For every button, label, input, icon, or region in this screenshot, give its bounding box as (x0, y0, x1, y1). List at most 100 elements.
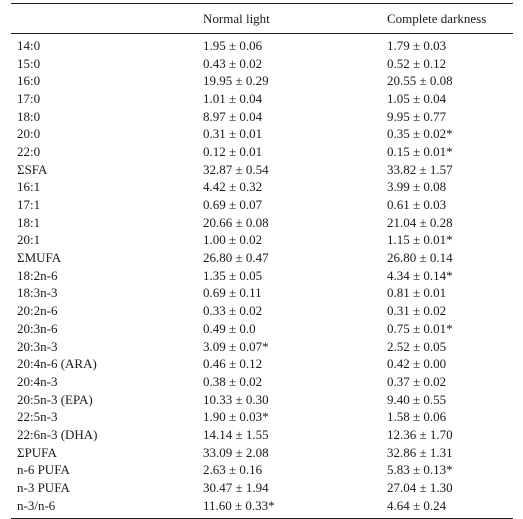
row-label: 20:4n-6 (ARA) (17, 356, 97, 372)
normal-light-value: 0.43 ± 0.02 (203, 55, 263, 71)
table-row: 20:2n-6 0.33 ± 0.02 0.31 ± 0.02 (11, 302, 513, 320)
table-row: 20:4n-6 (ARA) 0.46 ± 0.12 0.42 ± 0.00 (11, 355, 513, 373)
header-row: Normal light Complete darkness (11, 3, 513, 34)
complete-darkness-value: 1.15 ± 0.01* (387, 232, 453, 248)
row-label: 22:5n-3 (17, 409, 58, 425)
row-label: 20:1 (17, 232, 41, 248)
complete-darkness-value: 4.64 ± 0.24 (387, 496, 513, 519)
table-row: 20:1 1.00 ± 0.02 1.15 ± 0.01* (11, 232, 513, 250)
normal-light-value: 0.69 ± 0.11 (203, 285, 262, 301)
complete-darkness-value: 0.35 ± 0.02* (387, 126, 453, 142)
complete-darkness-value: 1.05 ± 0.04 (387, 90, 447, 106)
row-label: 17:0 (17, 90, 41, 106)
table-row: 20:3n-6 0.49 ± 0.0 0.75 ± 0.01* (11, 320, 513, 338)
normal-light-value: 0.33 ± 0.02 (203, 303, 263, 319)
table-row: 15:0 0.43 ± 0.02 0.52 ± 0.12 (11, 55, 513, 73)
row-label: 20:4n-3 (17, 373, 58, 389)
complete-darkness-value: 5.83 ± 0.13* (387, 462, 453, 478)
normal-light-value: 20.66 ± 0.08 (203, 214, 269, 230)
normal-light-value: 4.42 ± 0.32 (203, 179, 263, 195)
row-label: 18:1 (17, 214, 41, 230)
row-label: 18:3n-3 (17, 285, 58, 301)
normal-light-value: 0.38 ± 0.02 (203, 373, 263, 389)
complete-darkness-value: 9.95 ± 0.77 (387, 108, 447, 124)
table-row: 16:0 19.95 ± 0.29 20.55 ± 0.08 (11, 72, 513, 90)
table-row: 17:1 0.69 ± 0.07 0.61 ± 0.03 (11, 196, 513, 214)
row-label: 14:0 (17, 37, 41, 53)
table-row: 17:0 1.01 ± 0.04 1.05 ± 0.04 (11, 90, 513, 108)
table-row: 18:2n-6 1.35 ± 0.05 4.34 ± 0.14* (11, 267, 513, 285)
normal-light-value: 1.90 ± 0.03* (203, 409, 269, 425)
row-label: 16:1 (17, 179, 41, 195)
row-label: 17:1 (17, 197, 41, 213)
normal-light-value: 0.46 ± 0.12 (203, 356, 263, 372)
table-body: 14:0 1.95 ± 0.06 1.79 ± 0.03 15:0 0.43 ± 0.0… (11, 34, 513, 519)
table-row: ΣMUFA 26.80 ± 0.47 26.80 ± 0.14 (11, 249, 513, 267)
normal-light-value: 26.80 ± 0.47 (203, 250, 269, 266)
normal-light-value: 11.60 ± 0.33* (203, 496, 387, 519)
table-row: 18:0 8.97 ± 0.04 9.95 ± 0.77 (11, 108, 513, 126)
complete-darkness-value: 0.42 ± 0.00 (387, 356, 447, 372)
normal-light-value: 1.01 ± 0.04 (203, 90, 263, 106)
normal-light-value: 0.31 ± 0.01 (203, 126, 263, 142)
row-label: n-6 PUFA (17, 462, 70, 478)
normal-light-value: 1.00 ± 0.02 (203, 232, 263, 248)
normal-light-value: 2.63 ± 0.16 (203, 462, 263, 478)
complete-darkness-value: 2.52 ± 0.05 (387, 338, 447, 354)
table-row: 22:5n-3 1.90 ± 0.03* 1.58 ± 0.06 (11, 408, 513, 426)
normal-light-value: 0.69 ± 0.07 (203, 197, 263, 213)
complete-darkness-value: 21.04 ± 0.28 (387, 214, 453, 230)
fatty-acid-table-container: Normal light Complete darkness 14:0 1.95 … (0, 3, 523, 519)
complete-darkness-value: 26.80 ± 0.14 (387, 250, 453, 266)
table-row: n-6 PUFA 2.63 ± 0.16 5.83 ± 0.13* (11, 462, 513, 480)
complete-darkness-value: 0.75 ± 0.01* (387, 320, 453, 336)
row-label: 20:5n-3 (EPA) (17, 391, 93, 407)
normal-light-value: 33.09 ± 2.08 (203, 444, 269, 460)
table-header: Normal light Complete darkness (11, 3, 513, 34)
normal-light-value: 1.95 ± 0.06 (203, 37, 263, 53)
normal-light-value: 0.12 ± 0.01 (203, 143, 263, 159)
row-label: n-3 PUFA (17, 480, 70, 496)
header-complete-darkness: Complete darkness (387, 3, 513, 34)
table-row: ΣSFA 32.87 ± 0.54 33.82 ± 1.57 (11, 161, 513, 179)
complete-darkness-value: 0.81 ± 0.01 (387, 285, 447, 301)
normal-light-value: 3.09 ± 0.07* (203, 338, 269, 354)
row-label: 18:2n-6 (17, 267, 58, 283)
complete-darkness-value: 27.04 ± 1.30 (387, 480, 453, 496)
complete-darkness-value: 1.58 ± 0.06 (387, 409, 447, 425)
table-row: n-3/n-6 11.60 ± 0.33* 4.64 ± 0.24 (11, 496, 513, 519)
row-label: 18:0 (17, 108, 41, 124)
row-label: 22:0 (17, 143, 41, 159)
row-label: n-3/n-6 (11, 496, 203, 519)
complete-darkness-value: 0.61 ± 0.03 (387, 197, 447, 213)
row-label: 20:0 (17, 126, 41, 142)
normal-light-value: 14.14 ± 1.55 (203, 426, 269, 442)
header-normal-light: Normal light (203, 3, 387, 34)
row-label: ΣMUFA (17, 250, 62, 266)
complete-darkness-value: 12.36 ± 1.70 (387, 426, 453, 442)
normal-light-value: 32.87 ± 0.54 (203, 161, 269, 177)
row-label: 20:3n-6 (17, 320, 58, 336)
complete-darkness-value: 0.37 ± 0.02 (387, 373, 447, 389)
complete-darkness-value: 32.86 ± 1.31 (387, 444, 453, 460)
complete-darkness-value: 9.40 ± 0.55 (387, 391, 447, 407)
row-label: 16:0 (17, 73, 41, 89)
row-label: 20:2n-6 (17, 303, 58, 319)
table-row: 18:3n-3 0.69 ± 0.11 0.81 ± 0.01 (11, 285, 513, 303)
normal-light-value: 1.35 ± 0.05 (203, 267, 263, 283)
table-row: ΣPUFA 33.09 ± 2.08 32.86 ± 1.31 (11, 444, 513, 462)
row-label: ΣPUFA (17, 444, 57, 460)
fatty-acid-table: Normal light Complete darkness 14:0 1.95 … (11, 3, 513, 519)
table-row: 18:1 20.66 ± 0.08 21.04 ± 0.28 (11, 214, 513, 232)
table-row: n-3 PUFA 30.47 ± 1.94 27.04 ± 1.30 (11, 479, 513, 497)
normal-light-value: 10.33 ± 0.30 (203, 391, 269, 407)
row-label: ΣSFA (17, 161, 48, 177)
table-row: 22:6n-3 (DHA) 14.14 ± 1.55 12.36 ± 1.70 (11, 426, 513, 444)
normal-light-value: 19.95 ± 0.29 (203, 73, 269, 89)
complete-darkness-value: 4.34 ± 0.14* (387, 267, 453, 283)
table-row: 20:0 0.31 ± 0.01 0.35 ± 0.02* (11, 125, 513, 143)
row-label: 20:3n-3 (17, 338, 58, 354)
table-row: 14:0 1.95 ± 0.06 1.79 ± 0.03 (11, 34, 513, 55)
table-row: 20:4n-3 0.38 ± 0.02 0.37 ± 0.02 (11, 373, 513, 391)
normal-light-value: 0.49 ± 0.0 (203, 320, 256, 336)
